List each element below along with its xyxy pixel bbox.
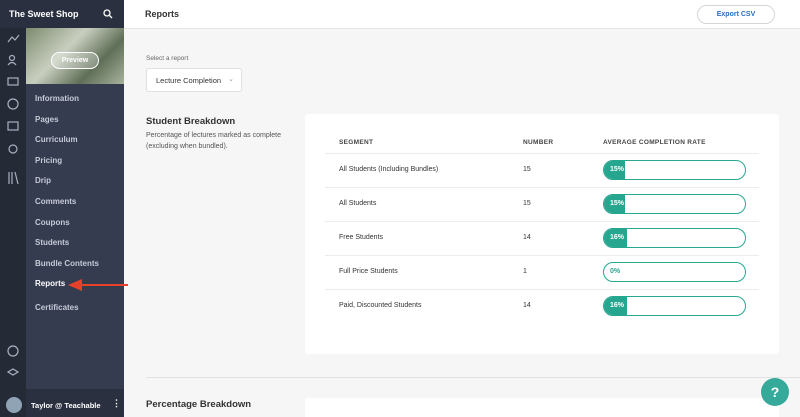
row-divider — [325, 187, 759, 188]
nav-item[interactable]: Comments — [35, 197, 77, 206]
progress-fill — [604, 229, 627, 247]
select-label: Select a report — [146, 55, 189, 62]
progress-bar: 0% — [603, 262, 746, 282]
nav-item[interactable]: Bundle Contents — [35, 258, 99, 268]
search-icon[interactable] — [103, 9, 113, 19]
header: Reports Export CSV — [124, 0, 800, 29]
nav-item[interactable]: Coupons — [35, 217, 70, 227]
report-select[interactable]: Lecture Completion ⌄ — [146, 68, 242, 92]
school-name: The Sweet Shop — [9, 9, 79, 19]
column-header: SEGMENT — [339, 139, 374, 146]
segment: All Students — [339, 200, 377, 207]
divider — [146, 377, 800, 378]
section-title: Student Breakdown — [146, 116, 236, 127]
preview-button[interactable]: Preview — [51, 52, 99, 69]
progress-label: 15% — [610, 200, 625, 207]
nav-item[interactable]: Information — [35, 94, 79, 103]
progress-label: 0% — [610, 268, 621, 275]
number: 14 — [523, 234, 531, 241]
segment: Free Students — [339, 234, 383, 241]
course-image — [26, 28, 124, 84]
caret: ⌄ — [228, 76, 234, 83]
progress-fill — [604, 195, 626, 213]
nav-item[interactable]: Drip — [35, 176, 51, 186]
progress-fill — [604, 297, 627, 315]
nav-item[interactable]: Reports — [35, 279, 66, 289]
nav-item[interactable]: Pages — [35, 114, 59, 124]
progress-fill — [604, 161, 626, 179]
nav-item[interactable]: Curriculum — [35, 135, 78, 145]
nav-item[interactable]: Students — [35, 238, 70, 248]
segment: All Students (Including Bundles) — [339, 166, 439, 173]
help-button[interactable]: ? — [761, 378, 789, 406]
section-description: Percentage of lectures marked as complet… — [146, 132, 282, 150]
rail-icons — [6, 34, 20, 376]
row-divider — [325, 289, 759, 290]
table-card — [305, 398, 779, 417]
select-value: Lecture Completion — [156, 76, 222, 85]
progress-bar: 15% — [603, 160, 746, 180]
progress-bar: 16% — [603, 296, 746, 316]
row-divider — [325, 221, 759, 222]
avatar — [6, 397, 22, 413]
segment: Paid, Discounted Students — [339, 302, 422, 309]
export-button[interactable]: Export CSV — [697, 5, 775, 24]
segment: Full Price Students — [339, 268, 398, 275]
column-header: AVERAGE COMPLETION RATE — [603, 139, 706, 146]
nav-item[interactable]: Pricing — [35, 155, 63, 165]
row-divider — [325, 255, 759, 256]
column-header: NUMBER — [523, 139, 554, 146]
progress-label: 16% — [610, 234, 625, 241]
user-name: Taylor @ Teachable — [31, 401, 101, 410]
progress-label: 15% — [610, 166, 625, 173]
number: 15 — [523, 166, 531, 173]
menu-dots[interactable]: ⋮ — [112, 398, 121, 408]
row-divider — [325, 153, 759, 154]
sidebar: Preview — [26, 28, 124, 417]
page-title: Reports — [145, 9, 180, 19]
number: 14 — [523, 302, 531, 309]
progress-label: 16% — [610, 302, 625, 309]
number: 1 — [523, 268, 527, 275]
icon-rail — [0, 0, 26, 417]
top-bar: The Sweet Shop — [0, 0, 124, 28]
nav-item[interactable]: Certificates — [35, 303, 79, 312]
user-bar — [26, 389, 124, 417]
pointer-arrow — [68, 279, 128, 291]
progress-bar: 16% — [603, 228, 746, 248]
progress-bar: 15% — [603, 194, 746, 214]
section-title: Percentage Breakdown — [146, 399, 252, 410]
number: 15 — [523, 200, 531, 207]
